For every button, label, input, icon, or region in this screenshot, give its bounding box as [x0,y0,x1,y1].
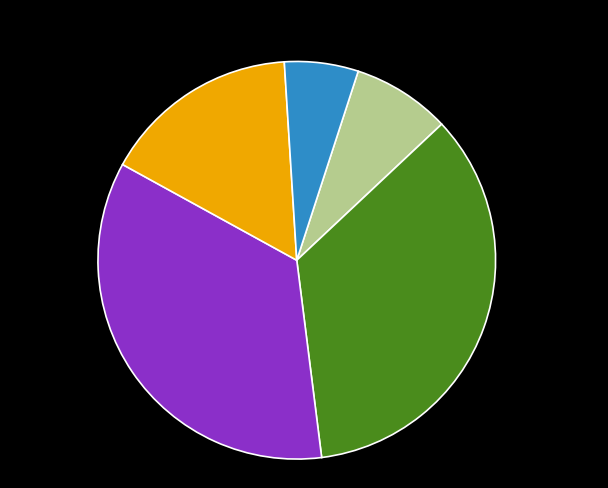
Wedge shape [123,62,297,260]
Wedge shape [285,61,358,260]
Wedge shape [98,164,322,459]
Wedge shape [297,124,496,458]
Wedge shape [297,71,441,260]
